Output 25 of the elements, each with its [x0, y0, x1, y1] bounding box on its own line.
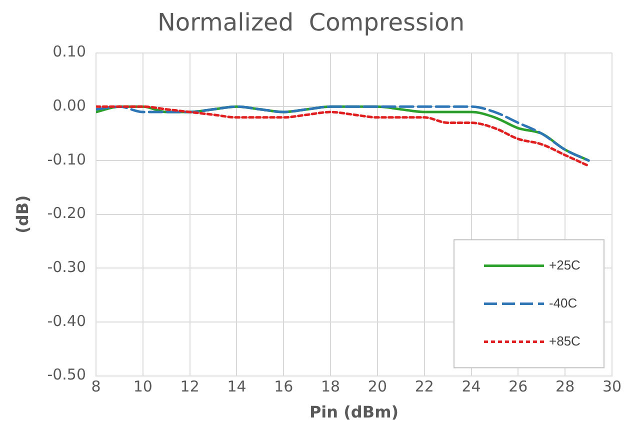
x-tick-label: 26: [508, 378, 528, 396]
legend-label: +25C: [549, 257, 580, 272]
y-tick-label: -0.20: [47, 204, 86, 222]
x-tick-label: 10: [133, 378, 152, 396]
y-tick-label: 0.10: [52, 42, 86, 61]
chart-title: Normalized Compression: [157, 8, 465, 37]
y-tick-label: -0.40: [47, 312, 86, 330]
x-tick-label: 16: [274, 378, 294, 396]
x-tick-label: 24: [462, 378, 481, 396]
x-tick-label: 20: [368, 378, 388, 396]
x-tick-label: 22: [414, 378, 434, 396]
y-tick-label: 0.00: [52, 96, 86, 115]
x-tick-label: 28: [556, 378, 575, 396]
x-tick-label: 8: [91, 378, 101, 396]
legend-label: +85C: [549, 333, 580, 348]
x-axis-title: Pin (dBm): [309, 402, 399, 422]
x-tick-label: 18: [321, 378, 340, 396]
legend-label: -40C: [549, 295, 578, 310]
y-axis-title: (dB): [12, 195, 32, 234]
y-tick-label: -0.50: [47, 366, 86, 384]
y-tick-label: -0.30: [47, 258, 86, 276]
y-tick-label: -0.10: [47, 150, 86, 168]
x-tick-label: 12: [180, 378, 200, 396]
x-tick-label: 30: [602, 378, 622, 396]
x-tick-label: 14: [227, 378, 246, 396]
